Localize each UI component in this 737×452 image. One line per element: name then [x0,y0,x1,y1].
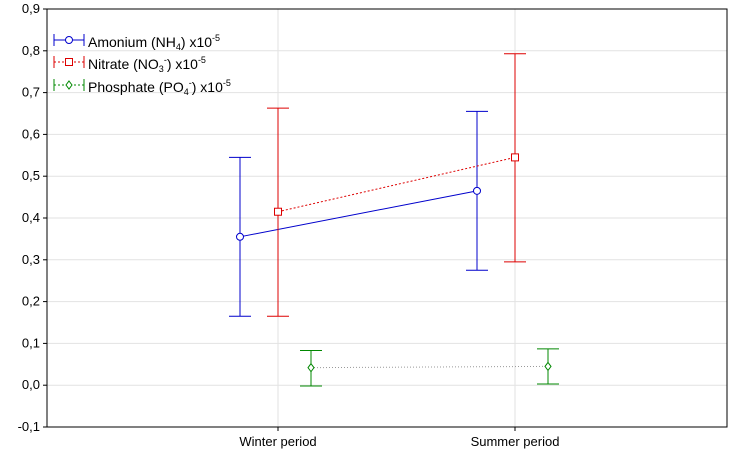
y-tick-label: -0,1 [18,419,40,434]
y-tick-label: 0,4 [22,210,40,225]
y-tick-label: 0,5 [22,168,40,183]
series-1 [267,53,526,317]
legend-item-amonium: Amonium (NH4) x10-5 [53,33,220,52]
series-group [229,53,559,387]
series-line [277,156,516,213]
y-axis-ticks: -0,1 0,0 0,1 0,2 0,3 0,4 0,5 0,6 0,7 0,8 0,9 [18,1,47,434]
x-axis-ticks: Winter period Summer period [239,427,559,449]
y-tick-label: 0,8 [22,43,40,58]
series-line [239,190,478,238]
legend-square-marker-icon [65,58,73,66]
data-point-square [511,153,519,162]
data-point-circle [473,186,481,195]
data-point-circle [236,232,244,241]
y-tick-label: 0,2 [22,294,40,309]
legend: Amonium (NH4) x10-5 Nitrate (NO3-) x10-5… [53,33,231,97]
series-0 [229,110,488,317]
legend-diamond-marker-icon [65,80,73,90]
y-tick-label: 0,1 [22,335,40,350]
legend-label-nitrate: Nitrate (NO3-) x10-5 [88,55,206,74]
legend-item-nitrate: Nitrate (NO3-) x10-5 [53,55,206,74]
y-tick-label: 0,7 [22,85,40,100]
y-tick-label: 0,6 [22,126,40,141]
legend-label-amonium: Amonium (NH4) x10-5 [88,33,220,52]
data-point-diamond [307,362,315,373]
legend-label-phosphate: Phosphate (PO4-) x10-5 [88,78,231,97]
y-tick-label: 0,3 [22,252,40,267]
x-tick-label: Winter period [239,434,316,449]
data-point-diamond [544,361,552,372]
x-tick-label: Summer period [471,434,560,449]
y-tick-label: 0,9 [22,1,40,16]
series-line [310,365,549,369]
series-2 [300,348,559,387]
data-point-square [274,207,282,216]
y-tick-label: 0,0 [22,377,40,392]
legend-circle-marker-icon [65,36,73,44]
legend-item-phosphate: Phosphate (PO4-) x10-5 [53,78,231,97]
